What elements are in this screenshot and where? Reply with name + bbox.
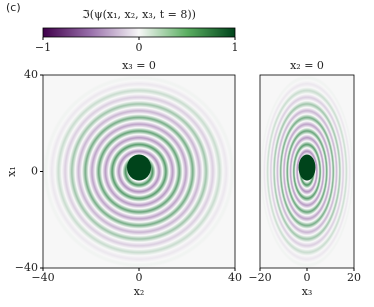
- colorbar-tick-label: 0: [136, 41, 143, 54]
- panel-title: x₃ = 0: [122, 59, 156, 72]
- y-tick-label: 0: [31, 165, 38, 178]
- colorbar-tick-label: 1: [232, 41, 239, 54]
- x-tick-label: 0: [136, 271, 143, 284]
- colorbar-label: ℑ(ψ(x₁, x₂, x₃, t = 8)): [82, 8, 196, 21]
- colorbar: [42, 27, 236, 38]
- x-axis-label: x₃: [302, 285, 313, 298]
- heatmap-core: [298, 154, 316, 181]
- panel-label: (c): [6, 1, 21, 14]
- x-tick-label: 0: [304, 271, 311, 284]
- colorbar-tick-label: −1: [35, 41, 51, 54]
- y-tick-label: 40: [24, 68, 38, 81]
- y-tick-label: −40: [15, 261, 38, 274]
- x-tick-label: 40: [228, 271, 242, 284]
- x-tick-label: 20: [347, 271, 361, 284]
- x-tick-label: −20: [248, 271, 271, 284]
- x-tick-label: −40: [31, 271, 54, 284]
- heatmap-core: [127, 154, 151, 181]
- panel-title: x₂ = 0: [290, 59, 324, 72]
- x-axis-label: x₂: [134, 285, 145, 298]
- y-axis-label: x₁: [5, 166, 18, 177]
